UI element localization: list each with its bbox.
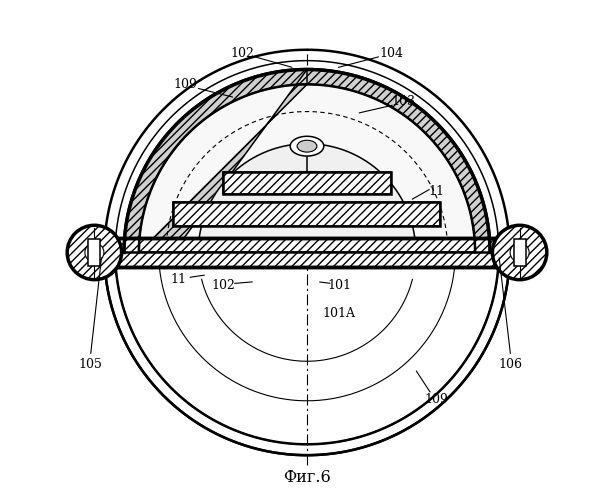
FancyBboxPatch shape bbox=[223, 172, 391, 194]
Circle shape bbox=[510, 243, 529, 262]
Text: 101A: 101A bbox=[322, 307, 356, 320]
FancyBboxPatch shape bbox=[95, 238, 519, 268]
FancyBboxPatch shape bbox=[298, 171, 316, 178]
Polygon shape bbox=[124, 70, 490, 252]
Text: 102: 102 bbox=[231, 46, 255, 60]
Circle shape bbox=[67, 226, 122, 280]
Text: 101: 101 bbox=[327, 279, 351, 292]
Text: 103: 103 bbox=[391, 95, 416, 108]
Polygon shape bbox=[307, 70, 490, 252]
Polygon shape bbox=[124, 70, 307, 252]
Ellipse shape bbox=[290, 136, 324, 156]
Text: Фиг.6: Фиг.6 bbox=[283, 469, 331, 486]
Text: 11: 11 bbox=[429, 185, 445, 198]
Text: 109: 109 bbox=[174, 78, 198, 91]
Text: 105: 105 bbox=[79, 358, 103, 371]
Text: 104: 104 bbox=[379, 46, 403, 60]
Ellipse shape bbox=[297, 140, 317, 152]
Circle shape bbox=[492, 226, 547, 280]
Text: 106: 106 bbox=[499, 358, 523, 371]
Polygon shape bbox=[104, 252, 510, 455]
Polygon shape bbox=[198, 144, 416, 252]
Polygon shape bbox=[174, 202, 440, 226]
Polygon shape bbox=[139, 84, 475, 252]
FancyBboxPatch shape bbox=[514, 238, 526, 266]
FancyBboxPatch shape bbox=[88, 238, 100, 266]
Text: 102: 102 bbox=[211, 279, 235, 292]
Text: 11: 11 bbox=[171, 273, 187, 286]
Circle shape bbox=[85, 243, 104, 262]
Text: 109: 109 bbox=[425, 393, 448, 406]
